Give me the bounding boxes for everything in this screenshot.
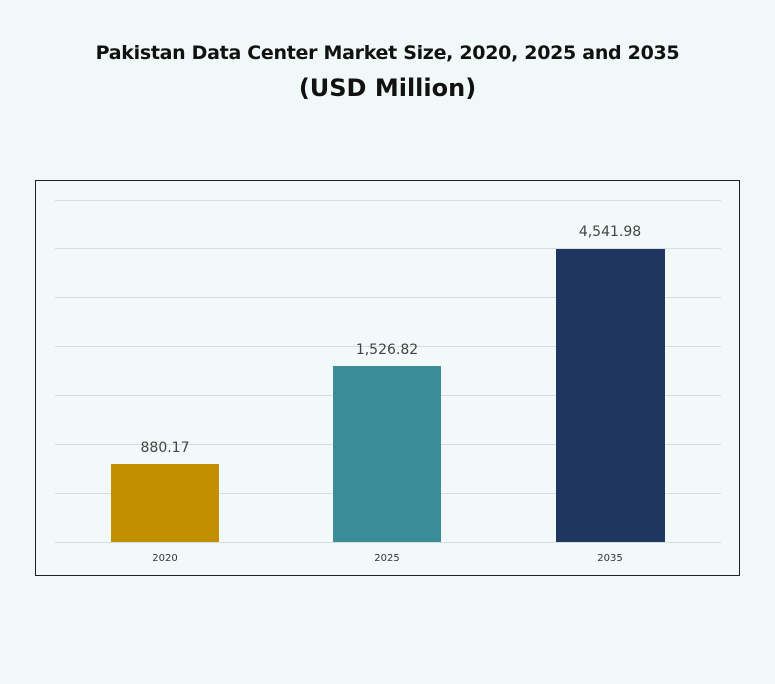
gridline xyxy=(55,200,721,201)
x-tick-2035: 2035 xyxy=(597,553,623,564)
value-label-2020: 880.17 xyxy=(140,440,190,456)
x-tick-2025: 2025 xyxy=(374,553,400,564)
value-label-2025: 1,526.82 xyxy=(355,342,419,358)
gridline xyxy=(55,248,721,249)
value-label-2035: 4,541.98 xyxy=(578,224,642,240)
chart-subtitle: (USD Million) xyxy=(298,74,477,102)
baseline xyxy=(55,542,721,543)
bar-2020 xyxy=(111,464,219,542)
gridline xyxy=(55,346,721,347)
gridline xyxy=(55,297,721,298)
chart-title: Pakistan Data Center Market Size, 2020, … xyxy=(95,42,680,64)
bar-2035 xyxy=(556,249,665,542)
x-tick-2020: 2020 xyxy=(152,553,178,564)
bar-2025 xyxy=(333,366,441,542)
